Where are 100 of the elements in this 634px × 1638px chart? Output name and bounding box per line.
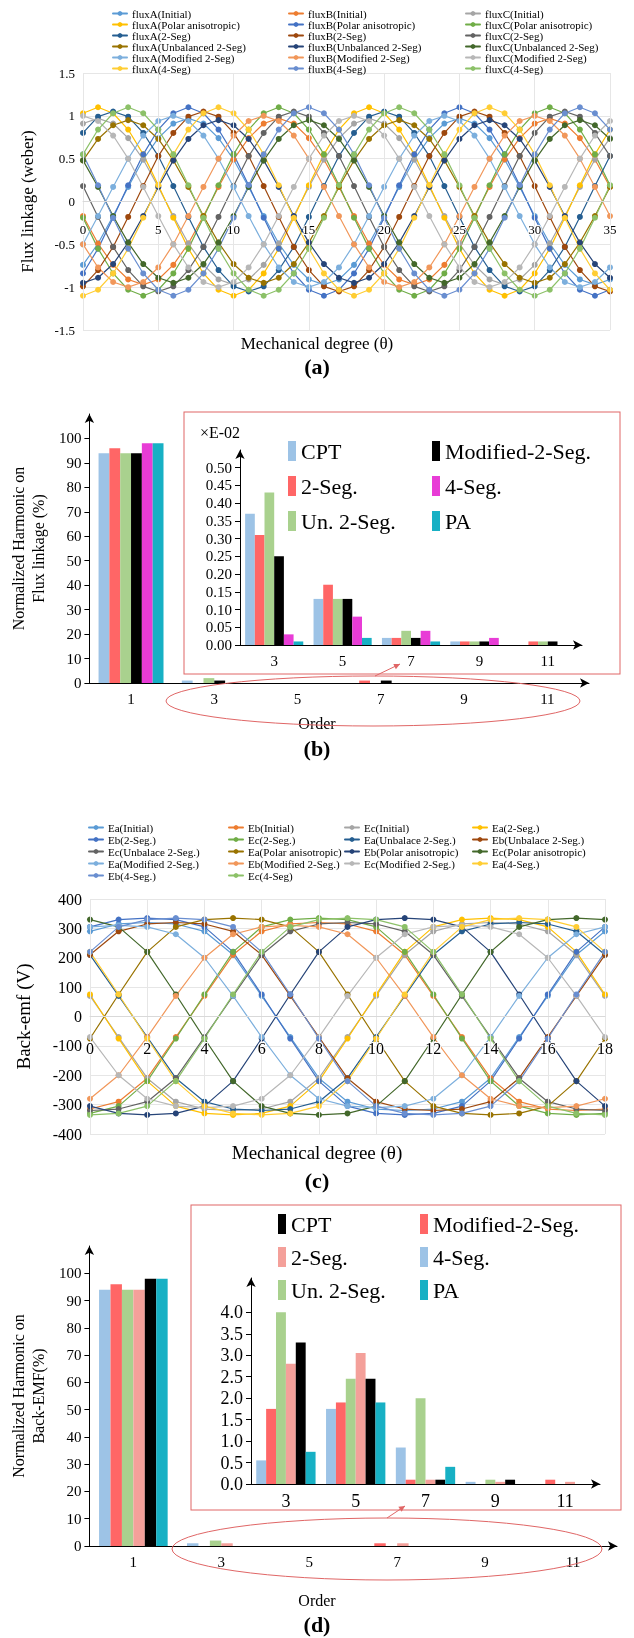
legend-label: fluxA(Unbalanced 2-Seg) [132, 40, 247, 54]
x-tick-label: 18 [597, 1040, 613, 1057]
y-axis-title: Back-emf (V) [13, 963, 35, 1070]
y-tick-label: 90 [66, 1292, 82, 1309]
y-tick-label: -1 [64, 279, 75, 295]
legend-label: fluxB(Unbalanced 2-Seg) [308, 40, 422, 54]
y-tick-label: -300 [52, 1096, 82, 1114]
y-tick-label: -400 [52, 1125, 82, 1143]
legend-label: 4-Seg. [433, 1244, 490, 1270]
x-axis-title: Mechanical degree (θ) [231, 1142, 403, 1164]
y-tick-label: 80 [66, 1319, 82, 1336]
x-tick-label: 12 [425, 1040, 442, 1057]
y-tick-label: 2.0 [220, 1388, 243, 1409]
legend-label: 4-Seg. [445, 473, 502, 499]
legend-label: Eb(Initial) [248, 821, 295, 835]
y-tick-label: 1.5 [58, 65, 75, 81]
y-tick-label: -100 [52, 1037, 82, 1055]
x-tick-label: 6 [257, 1040, 266, 1057]
x-tick-label: 11 [540, 690, 555, 707]
x-tick-label: 5 [155, 221, 162, 237]
legend-label: fluxA(Initial) [132, 7, 192, 21]
x-tick-label: 7 [407, 652, 416, 669]
x-tick-label: 5 [293, 690, 302, 707]
x-tick-label: 3 [281, 1491, 291, 1511]
y-tick-label: 300 [58, 919, 82, 937]
y-tick-label: 0.40 [205, 495, 232, 512]
y-tick-label: -200 [52, 1066, 82, 1084]
x-tick-label: 30 [528, 221, 542, 237]
legend-label: Ea(2-Seg.) [492, 821, 540, 835]
legend-label: fluxC(4-Seg) [485, 62, 544, 76]
legend-label: fluxB(Polar anisotropic) [308, 18, 416, 32]
legend-label: Eb(Unbalace 2-Seg.) [492, 833, 585, 847]
legend-label: fluxA(2-Seg) [132, 29, 191, 43]
y-tick-label: 40 [66, 577, 82, 594]
legend-label: Modified-2-Seg. [445, 438, 592, 464]
text: (b) [303, 735, 331, 761]
legend-label: Un. 2-Seg. [291, 1277, 386, 1303]
x-tick-label: 7 [421, 1491, 430, 1511]
legend-label: Eb(4-Seg.) [108, 869, 157, 883]
legend-label: 2-Seg. [301, 473, 358, 499]
y-tick-label: 20 [66, 626, 82, 643]
y-tick-label: 40 [66, 1428, 82, 1445]
legend-label: Ec(Initial) [364, 821, 410, 835]
x-tick-label: 14 [482, 1040, 499, 1057]
x-tick-label: 5 [338, 652, 347, 669]
y-tick-label: 1 [68, 108, 75, 124]
y-tick-label: 30 [66, 1456, 82, 1473]
x-tick-label: 11 [556, 1491, 574, 1511]
y-tick-label: 10 [66, 1510, 82, 1527]
x-tick-label: 4 [200, 1040, 209, 1057]
y-tick-label: 60 [66, 1374, 82, 1391]
y-tick-label: 0.5 [220, 1452, 243, 1473]
y-tick-label: 400 [58, 890, 82, 908]
legend-label: Ec(4-Seg) [248, 869, 293, 883]
legend-label: Eb(Modified 2-Seg.) [248, 857, 340, 871]
x-tick-label: 8 [314, 1040, 323, 1057]
x-tick-label: 7 [377, 690, 386, 707]
y-tick-label: 30 [66, 601, 82, 618]
text: (c) [304, 1167, 330, 1193]
y-tick-label: 0.20 [205, 566, 232, 583]
y-tick-label: 0 [74, 1008, 82, 1025]
legend-label: PA [445, 508, 472, 534]
y-tick-label: 200 [58, 949, 82, 967]
legend-label: Modified-2-Seg. [433, 1211, 580, 1237]
x-tick-label: 9 [481, 1553, 489, 1570]
y-tick-label: 100 [58, 978, 82, 996]
y-axis-title: Flux linkage (weber) [18, 130, 37, 273]
x-tick-label: 1 [129, 1553, 138, 1570]
y-tick-label: 0 [68, 194, 75, 209]
legend-label: Ea(Modified 2-Seg.) [108, 857, 200, 871]
y-tick-label: 4.0 [220, 1302, 243, 1323]
y-tick-label: 50 [66, 552, 82, 569]
text: (a) [304, 353, 330, 379]
x-tick-label: 9 [475, 652, 484, 669]
x-tick-label: 15 [302, 221, 316, 237]
x-tick-label: 16 [539, 1040, 556, 1057]
y-axis-title: Normalized Harmonic on Flux linkage (%) [9, 466, 48, 631]
x-tick-label: 25 [452, 221, 466, 237]
y-tick-label: 100 [58, 430, 82, 447]
x-tick-label: 35 [603, 221, 617, 237]
y-tick-label: 60 [66, 528, 82, 545]
y-tick-label: 0.00 [205, 637, 232, 653]
legend-label: fluxB(Initial) [308, 7, 367, 21]
x-tick-label: 11 [540, 652, 556, 669]
y-tick-label: 0.15 [205, 583, 232, 600]
x-tick-label: 5 [305, 1553, 313, 1570]
y-tick-label: 0.10 [205, 601, 232, 618]
y-tick-label: 0.45 [205, 477, 232, 494]
legend-label: Ea(Unbalace 2-Seg.) [364, 833, 456, 847]
legend-label: fluxC(Unbalanced 2-Seg) [485, 40, 599, 54]
y-tick-label: 70 [66, 1347, 82, 1364]
y-tick-label: 0 [73, 675, 82, 691]
y-tick-label: 80 [66, 479, 82, 496]
y-tick-label: 100 [58, 1265, 82, 1282]
legend-label: fluxC(Modified 2-Seg) [485, 51, 588, 65]
y-tick-label: 0.35 [205, 512, 232, 529]
x-tick-label: 2 [143, 1040, 152, 1057]
y-tick-label: -0.5 [54, 236, 75, 252]
legend-label: PA [433, 1277, 460, 1303]
y-tick-label: 50 [66, 1401, 82, 1418]
